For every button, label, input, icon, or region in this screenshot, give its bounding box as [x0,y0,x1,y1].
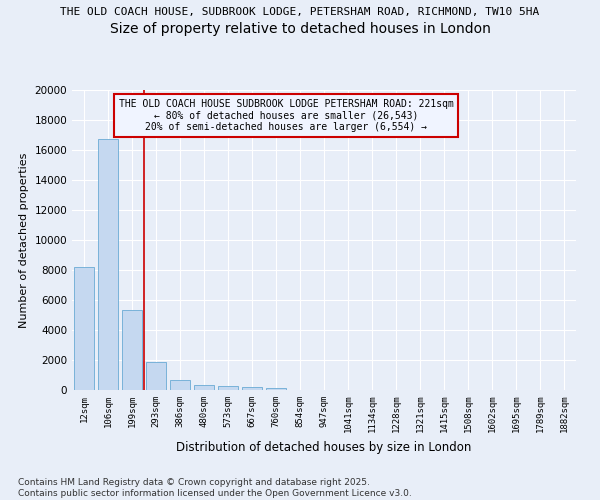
X-axis label: Distribution of detached houses by size in London: Distribution of detached houses by size … [176,441,472,454]
Bar [146,362,166,390]
Text: THE OLD COACH HOUSE SUDBROOK LODGE PETERSHAM ROAD: 221sqm
← 80% of detached hous: THE OLD COACH HOUSE SUDBROOK LODGE PETER… [119,99,454,132]
Text: Size of property relative to detached houses in London: Size of property relative to detached ho… [110,22,490,36]
Bar [194,385,214,390]
Bar [218,386,238,390]
Text: Contains HM Land Registry data © Crown copyright and database right 2025.
Contai: Contains HM Land Registry data © Crown c… [18,478,412,498]
Bar [242,388,262,390]
Bar [74,267,94,390]
Y-axis label: Number of detached properties: Number of detached properties [19,152,29,328]
Bar [170,380,190,390]
Bar [98,140,118,390]
Bar [122,310,142,390]
Bar [266,388,286,390]
Text: THE OLD COACH HOUSE, SUDBROOK LODGE, PETERSHAM ROAD, RICHMOND, TW10 5HA: THE OLD COACH HOUSE, SUDBROOK LODGE, PET… [61,8,539,18]
